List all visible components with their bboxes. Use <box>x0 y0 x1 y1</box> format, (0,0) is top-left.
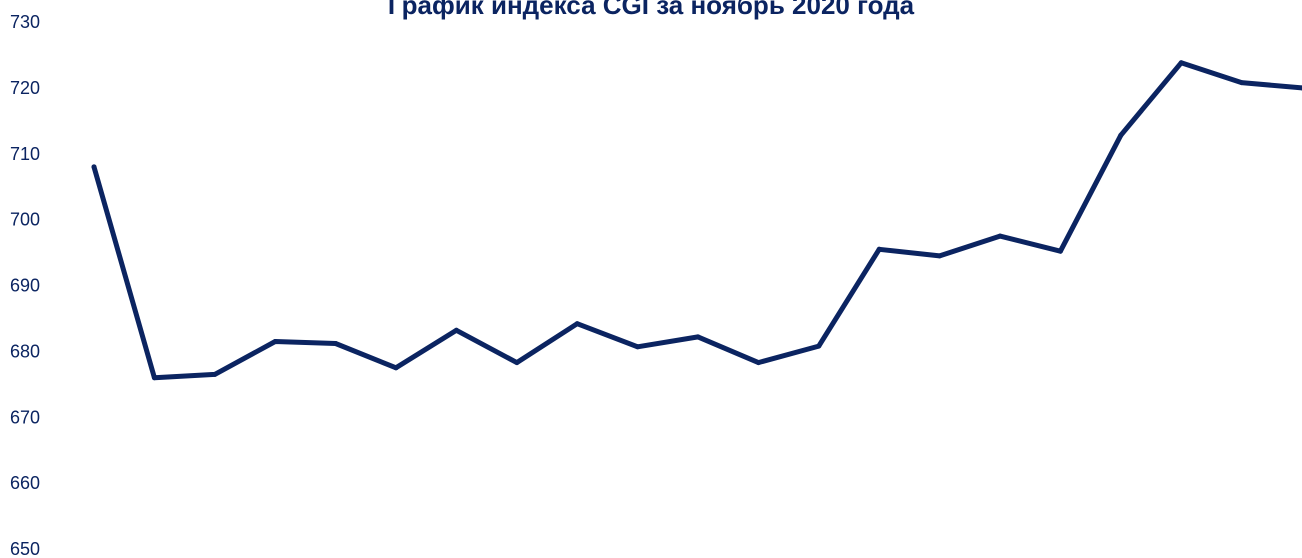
data-point <box>514 360 520 366</box>
data-point <box>1299 85 1302 91</box>
data-point <box>1118 132 1124 138</box>
data-point <box>695 334 701 340</box>
data-point <box>997 233 1003 239</box>
y-tick-label: 710 <box>10 144 40 164</box>
data-point <box>91 164 97 170</box>
y-tick-label: 730 <box>10 12 40 32</box>
y-tick-label: 690 <box>10 276 40 296</box>
data-point <box>333 341 339 346</box>
data-point <box>1178 60 1184 66</box>
chart-title: График индекса CGI за ноябрь 2020 года <box>387 0 915 20</box>
data-point <box>453 327 459 333</box>
y-tick-label: 700 <box>10 210 40 230</box>
data-point <box>151 375 157 381</box>
y-tick-label: 650 <box>10 539 40 558</box>
y-tick-label: 720 <box>10 78 40 98</box>
series-layer <box>91 60 1302 381</box>
y-axis: 650 660 670 680 690 700 710 720 730 <box>10 12 40 558</box>
y-tick-label: 670 <box>10 407 40 427</box>
data-point <box>876 246 882 252</box>
y-tick-label: 680 <box>10 341 40 361</box>
data-point <box>755 360 761 366</box>
data-point <box>393 365 399 371</box>
data-point <box>937 253 943 259</box>
data-point <box>635 344 641 350</box>
data-point <box>816 343 822 349</box>
series-line <box>91 60 1302 381</box>
data-point <box>1239 80 1245 86</box>
data-point <box>574 321 580 327</box>
y-tick-label: 660 <box>10 473 40 493</box>
data-point <box>212 371 218 377</box>
data-point <box>1057 248 1063 254</box>
data-point <box>272 339 278 344</box>
